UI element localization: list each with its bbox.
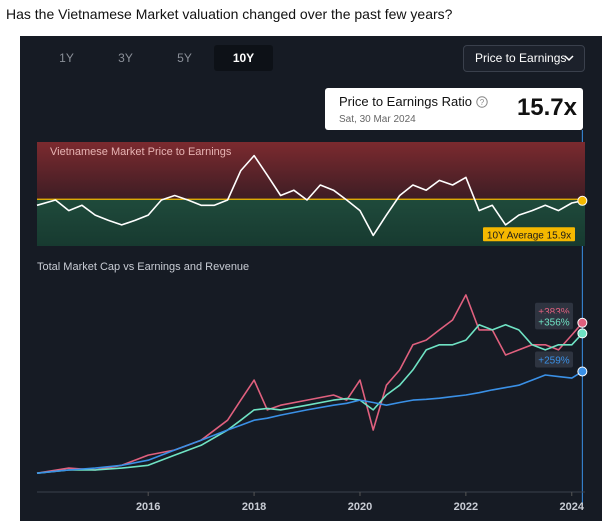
page-title: Has the Vietnamese Market valuation chan… bbox=[6, 6, 453, 22]
chevron bbox=[564, 55, 574, 62]
end-label: +356% bbox=[538, 317, 570, 328]
end-label: +383% bbox=[538, 307, 570, 318]
series-line bbox=[36, 154, 583, 237]
series-line bbox=[36, 294, 584, 474]
info-icon: ? bbox=[475, 96, 488, 108]
series-line bbox=[36, 324, 583, 474]
tooltip-title: Price to Earnings Ratio ? bbox=[339, 94, 488, 109]
dropdown-label: Price to Earnings bbox=[475, 51, 567, 65]
end-point bbox=[577, 195, 588, 206]
svg-text:?: ? bbox=[479, 98, 484, 107]
end-label-bg bbox=[535, 313, 573, 330]
period-tab[interactable]: 3Y bbox=[118, 51, 133, 65]
metric-dropdown[interactable]: Price to Earnings bbox=[463, 45, 585, 72]
end-label: +259% bbox=[538, 355, 570, 366]
end-point bbox=[577, 366, 588, 377]
x-tick-label: 2022 bbox=[454, 501, 478, 513]
period-tab[interactable]: 10Y bbox=[214, 45, 273, 71]
tooltip-value: 15.7x bbox=[516, 94, 577, 121]
end-point bbox=[577, 328, 588, 339]
chart-title: Vietnamese Market Price to Earnings bbox=[50, 146, 232, 158]
chart-title: Total Market Cap vs Earnings and Revenue bbox=[37, 261, 249, 273]
x-tick-label: 2020 bbox=[348, 501, 372, 513]
period-tab[interactable]: 1Y bbox=[59, 51, 74, 65]
above-average-band bbox=[37, 142, 585, 200]
tooltip-date: Sat, 30 Mar 2024 bbox=[339, 114, 416, 125]
x-tick-label: 2016 bbox=[136, 501, 160, 513]
tooltip-title-text: Price to Earnings Ratio bbox=[339, 94, 472, 109]
series-line bbox=[36, 370, 583, 474]
tooltip: Price to Earnings Ratio ? Sat, 30 Mar 20… bbox=[325, 88, 583, 130]
end-label-bg bbox=[535, 351, 573, 368]
x-tick-label: 2018 bbox=[242, 501, 266, 513]
period-tab[interactable]: 5Y bbox=[177, 51, 192, 65]
end-point bbox=[577, 317, 588, 328]
average-label: 10Y Average 15.9x bbox=[487, 230, 571, 241]
period-tabs: 1Y 3Y 5Y 10Y bbox=[37, 45, 273, 71]
x-tick-label: 2024 bbox=[560, 501, 585, 513]
average-label-bg bbox=[483, 227, 575, 242]
